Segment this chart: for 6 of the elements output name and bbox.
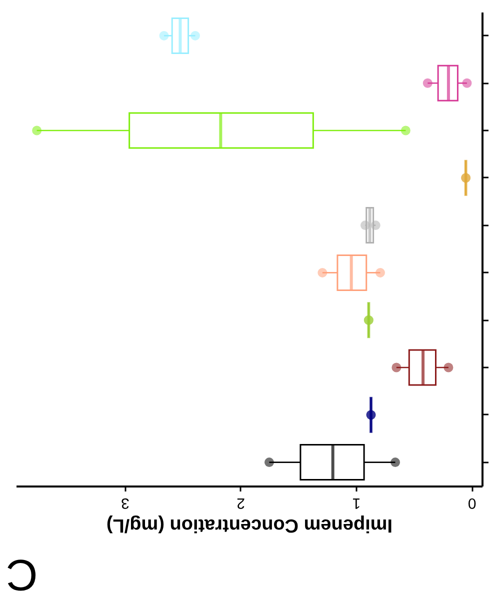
x-tick-label: 3 <box>121 494 130 512</box>
x-axis-title: Imipenem Concentration (mg/L) <box>106 514 393 536</box>
x-tick-label: 2 <box>236 494 245 512</box>
x-tick-label: 0 <box>468 494 476 512</box>
text: C <box>6 550 38 599</box>
x-tick-label: 1 <box>352 494 361 512</box>
